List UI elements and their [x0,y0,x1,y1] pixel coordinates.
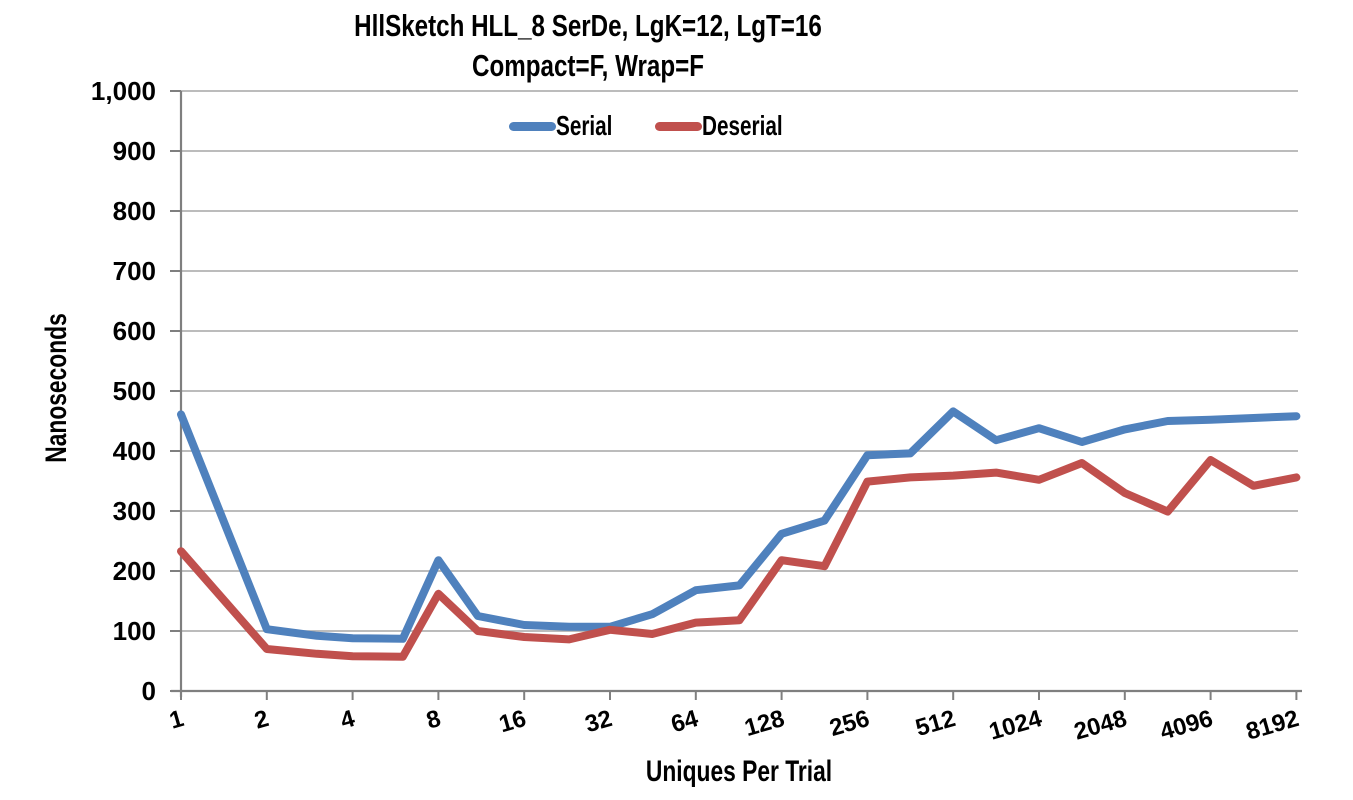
y-tick-label: 500 [112,376,156,406]
y-tick-label: 700 [112,256,156,286]
y-tick-label: 800 [112,196,156,226]
y-tick-label: 0 [141,676,156,706]
y-tick-label: 300 [112,496,156,526]
legend-label-deserial: Deserial [701,110,783,141]
series-line-serial [177,407,1301,643]
series-line-deserial [177,456,1301,661]
legend-swatch-serial [509,121,557,131]
x-axis-title: Uniques Per Trial [645,755,833,788]
legend-item-deserial: Deserial [654,110,811,142]
y-tick-label: 600 [112,316,156,346]
chart-title-line2: Compact=F, Wrap=F [471,48,705,83]
y-tick-label: 100 [112,616,156,646]
y-tick-label: 400 [112,436,156,466]
y-tick-label: 1,000 [90,76,156,106]
y-tick-label: 200 [112,556,156,586]
chart-title-line1: HllSketch HLL_8 SerDe, LgK=12, LgT=16 [354,8,822,43]
legend-label-serial: Serial [556,110,613,141]
chart-title: HllSketch HLL_8 SerDe, LgK=12, LgT=16 Co… [276,6,900,86]
legend: Serial Deserial [400,110,920,142]
legend-swatch-deserial [654,121,702,131]
y-tick-label: 900 [112,136,156,166]
legend-item-serial: Serial [509,110,632,142]
